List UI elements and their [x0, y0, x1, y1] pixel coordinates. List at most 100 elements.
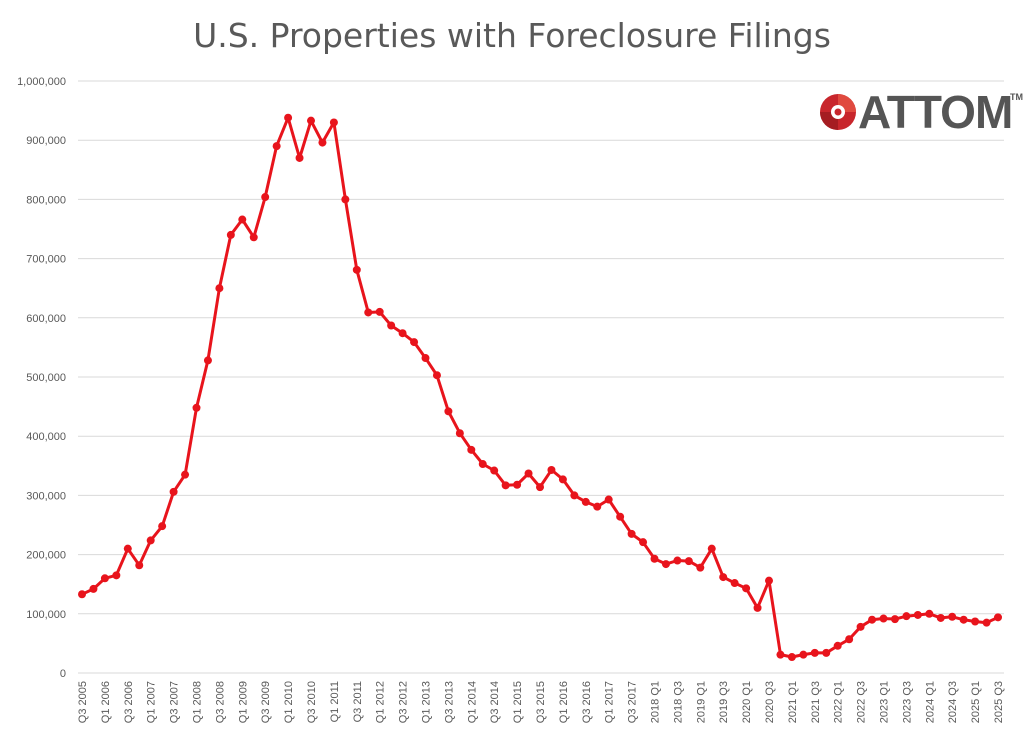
y-axis-tick-labels: 0 100,000 200,000 300,000 400,000 500,000 600,…	[17, 76, 66, 680]
chart-title: U.S. Properties with Foreclosure Filings	[193, 16, 831, 55]
data-point	[112, 571, 121, 580]
x-tick-label: Q1 2011	[329, 681, 341, 722]
x-tick-label: Q1 2016	[558, 681, 570, 723]
x-tick-label: Q3 2009	[260, 681, 272, 723]
x-tick-label: 2019 Q3	[718, 681, 730, 723]
data-point	[478, 460, 487, 469]
data-point	[364, 308, 373, 317]
data-point	[581, 497, 590, 506]
data-point	[169, 487, 178, 496]
data-point	[387, 321, 396, 330]
data-point	[135, 561, 144, 570]
data-point	[307, 116, 315, 125]
x-tick-label: Q3 2016	[581, 681, 593, 723]
x-tick-label: Q3 2015	[535, 681, 547, 723]
data-point	[799, 650, 808, 659]
data-point	[936, 613, 945, 622]
x-tick-label: Q1 2007	[146, 681, 158, 723]
x-tick-label: Q1 2017	[604, 681, 616, 723]
data-point	[421, 354, 430, 363]
data-point	[787, 653, 796, 662]
data-point	[501, 481, 510, 490]
data-point	[730, 579, 739, 588]
y-tick-label: 400,000	[26, 431, 66, 443]
x-tick-label: 2022 Q3	[856, 681, 868, 723]
x-tick-label: Q3 2012	[398, 681, 410, 723]
series-line	[81, 116, 999, 659]
data-point	[375, 307, 384, 316]
x-tick-label: Q3 2014	[489, 681, 501, 723]
x-tick-label: Q1 2010	[283, 681, 295, 723]
y-tick-label: 600,000	[26, 313, 66, 325]
x-tick-label: Q1 2008	[192, 681, 204, 723]
data-point	[639, 538, 648, 547]
data-point	[181, 470, 190, 479]
x-tick-label: 2020 Q1	[741, 681, 753, 723]
x-tick-label: Q1 2013	[421, 681, 433, 723]
data-point	[238, 215, 247, 224]
y-tick-label: 0	[60, 668, 66, 680]
data-point	[673, 556, 682, 565]
data-point	[913, 610, 922, 619]
y-tick-label: 1,000,000	[17, 76, 66, 88]
data-point	[203, 356, 212, 365]
x-tick-label: 2019 Q1	[695, 681, 707, 723]
x-tick-label: 2020 Q3	[764, 681, 776, 723]
data-point	[89, 584, 98, 593]
data-point	[684, 557, 693, 566]
logo-trademark: TM	[1010, 92, 1023, 102]
y-tick-label: 900,000	[26, 135, 66, 147]
data-point	[284, 113, 293, 122]
x-tick-label: Q3 2017	[627, 681, 639, 723]
data-point	[925, 609, 934, 618]
x-tick-label: 2018 Q3	[672, 681, 684, 723]
data-point	[158, 522, 167, 531]
attom-logo: ATTOM TM	[818, 88, 1023, 136]
x-tick-label: 2024 Q3	[947, 681, 959, 723]
data-point	[295, 153, 304, 162]
data-point	[410, 338, 419, 347]
data-point-markers	[78, 113, 1002, 662]
x-tick-label: Q1 2006	[100, 681, 112, 723]
x-tick-label: Q3 2006	[123, 681, 135, 723]
x-tick-label: 2021 Q1	[787, 681, 799, 723]
data-point	[513, 480, 522, 489]
data-point	[856, 622, 865, 631]
x-axis-tick-labels: Q3 2005 Q1 2006 Q3 2006 Q1 2007 Q3 2007 Q1 20…	[77, 681, 1005, 723]
y-tick-label: 500,000	[26, 372, 66, 384]
x-tick-label: Q3 2007	[169, 681, 181, 723]
data-point	[341, 195, 350, 204]
y-tick-label: 300,000	[26, 490, 66, 502]
data-point	[604, 495, 613, 504]
data-point	[192, 403, 201, 412]
x-tick-label: Q3 2011	[352, 681, 364, 722]
x-tick-label: Q1 2014	[466, 681, 478, 723]
data-point	[318, 138, 327, 147]
x-tick-label: 2025 Q3	[993, 681, 1005, 723]
data-point	[707, 544, 716, 553]
data-point	[868, 615, 877, 624]
x-tick-label: 2018 Q1	[650, 681, 662, 723]
data-point	[879, 614, 888, 623]
data-point	[753, 603, 762, 612]
y-tick-label: 800,000	[26, 194, 66, 206]
data-point	[215, 284, 224, 293]
data-point	[696, 563, 705, 572]
data-point	[490, 466, 499, 475]
data-point	[536, 483, 544, 492]
grid-lines	[78, 80, 1004, 674]
x-tick-label: 2023 Q1	[879, 681, 891, 723]
x-tick-label: Q1 2012	[375, 681, 387, 723]
data-point	[661, 560, 670, 569]
x-tick-label: Q1 2009	[237, 681, 249, 723]
data-point	[547, 465, 556, 474]
data-point	[444, 407, 453, 416]
y-tick-label: 700,000	[26, 254, 66, 266]
x-tick-label: 2024 Q1	[924, 681, 936, 723]
data-point	[833, 641, 842, 650]
data-point	[776, 650, 785, 659]
data-point	[78, 590, 86, 599]
data-point	[558, 475, 567, 484]
data-point	[616, 512, 625, 521]
data-point	[982, 618, 991, 627]
